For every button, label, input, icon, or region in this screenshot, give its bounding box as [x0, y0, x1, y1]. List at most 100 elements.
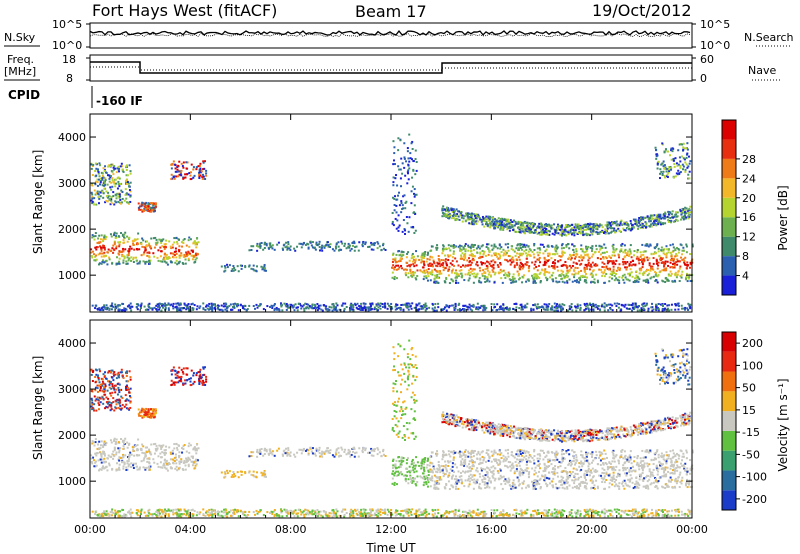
- velocity-cell: [172, 462, 175, 465]
- power-cell: [118, 196, 121, 199]
- power-cell: [482, 219, 485, 222]
- power-cell: [483, 218, 486, 221]
- power-cell: [350, 247, 353, 250]
- power-cell: [531, 250, 534, 253]
- velocity-cell: [329, 449, 332, 452]
- power-cell: [194, 243, 197, 246]
- power-cell: [204, 308, 207, 311]
- velocity-cell: [173, 459, 176, 462]
- power-cell: [488, 249, 491, 252]
- power-cell: [677, 302, 680, 305]
- power-cell: [400, 211, 403, 214]
- power-cell: [129, 172, 132, 175]
- power-cell: [406, 182, 409, 185]
- power-cell: [243, 308, 246, 311]
- power-cell: [598, 268, 601, 271]
- power-cell: [536, 225, 539, 228]
- power-cell: [652, 214, 655, 217]
- power-cell: [104, 307, 107, 310]
- power-cell: [452, 208, 455, 211]
- power-cell: [517, 247, 520, 250]
- power-cell: [502, 228, 505, 231]
- power-cell: [652, 257, 655, 260]
- power-cell: [565, 234, 568, 237]
- power-cell: [687, 308, 690, 311]
- power-cell: [120, 182, 123, 185]
- power-cell: [429, 271, 432, 274]
- power-cell: [202, 160, 205, 163]
- power-cell: [410, 254, 413, 257]
- power-cell: [560, 269, 563, 272]
- power-cell: [203, 160, 206, 163]
- power-cell: [682, 146, 685, 149]
- velocity-cell: [95, 460, 98, 463]
- power-cell: [614, 249, 617, 252]
- power-cell: [476, 302, 479, 305]
- power-cell: [178, 249, 181, 252]
- power-cell: [391, 196, 394, 199]
- power-cell: [613, 227, 616, 230]
- power-cell: [635, 305, 638, 308]
- power-cell: [335, 302, 338, 305]
- power-cell: [151, 202, 154, 205]
- power-cell: [477, 214, 480, 217]
- power-cell: [327, 244, 330, 247]
- power-cell: [627, 307, 630, 310]
- power-cell: [419, 305, 422, 308]
- power-cell: [633, 250, 636, 253]
- power-cell: [663, 217, 666, 220]
- power-cell: [469, 267, 472, 270]
- power-cell: [673, 262, 676, 265]
- power-cell: [107, 165, 110, 168]
- power-cell: [621, 304, 624, 307]
- power-cell: [425, 269, 428, 272]
- power-cell: [106, 263, 109, 266]
- power-cell: [621, 276, 624, 279]
- power-cell: [579, 278, 582, 281]
- power-cell: [548, 233, 551, 236]
- power-cell: [397, 249, 400, 252]
- power-cell: [485, 264, 488, 267]
- power-cell: [90, 191, 93, 194]
- power-cell: [140, 303, 143, 306]
- power-cell: [647, 307, 650, 310]
- power-cell: [412, 271, 415, 274]
- power-cell: [129, 194, 132, 197]
- velocity-cell: [180, 458, 183, 461]
- power-cell: [119, 195, 122, 198]
- power-cell: [269, 244, 272, 247]
- power-cell: [462, 217, 465, 220]
- power-cell: [325, 305, 328, 308]
- power-cell: [269, 246, 272, 249]
- power-cell: [660, 258, 663, 261]
- power-cell: [518, 252, 521, 255]
- power-cell: [90, 248, 93, 251]
- power-cell: [671, 150, 674, 153]
- power-cell: [587, 245, 590, 248]
- power-cell: [439, 265, 442, 268]
- power-cell: [148, 244, 151, 247]
- power-cell: [185, 308, 188, 311]
- power-cell: [675, 246, 678, 249]
- power-cell: [666, 215, 669, 218]
- power-cell: [304, 243, 307, 246]
- power-cell: [655, 153, 658, 156]
- power-cell: [514, 230, 517, 233]
- power-cell: [628, 248, 631, 251]
- velocity-cell: [378, 451, 381, 454]
- power-cell: [657, 302, 660, 305]
- velocity-cell: [191, 464, 194, 467]
- power-cell: [197, 165, 200, 168]
- velocity-cell: [156, 447, 159, 450]
- velocity-cell: [100, 468, 103, 471]
- power-cell: [281, 309, 284, 312]
- power-cell: [458, 244, 461, 247]
- power-cell: [91, 174, 94, 177]
- velocity-cell: [127, 458, 130, 461]
- power-cell: [471, 309, 474, 312]
- velocity-cell: [132, 448, 135, 451]
- power-cell: [657, 221, 660, 224]
- power-cell: [533, 263, 536, 266]
- power-cell: [612, 265, 615, 268]
- power-cell: [669, 154, 672, 157]
